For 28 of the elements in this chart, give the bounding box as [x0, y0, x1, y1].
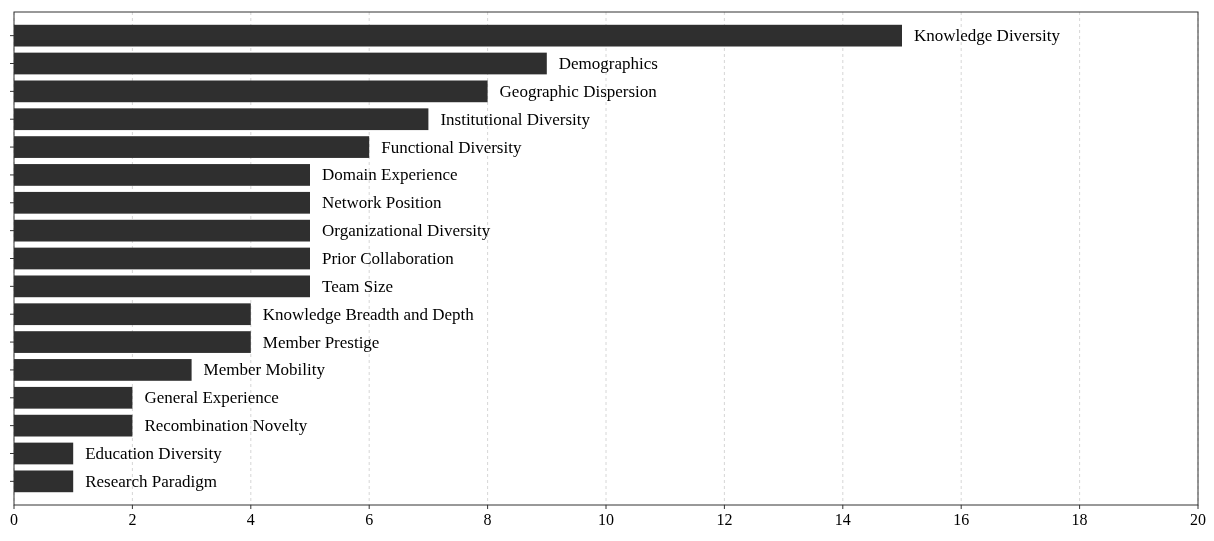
y-tick-label: Domain Experience [322, 165, 458, 185]
x-tick-label: 0 [10, 511, 18, 528]
x-tick-label: 12 [716, 511, 733, 528]
x-tick-label: 16 [953, 511, 970, 528]
y-tick-label: Functional Diversity [381, 137, 522, 157]
x-tick-label: 20 [1190, 511, 1206, 528]
y-tick-label: Demographics [558, 54, 658, 74]
y-tick-label: Research Paradigm [85, 471, 217, 491]
y-tick-label: Knowledge Breadth and Depth [262, 304, 475, 324]
x-tick-label: 10 [598, 511, 614, 528]
y-tick-label: Team Size [322, 276, 394, 296]
y-tick-label: Member Prestige [262, 332, 380, 352]
y-tick-label: Geographic Dispersion [499, 81, 658, 101]
y-tick-label: Knowledge Diversity [914, 26, 1061, 46]
x-tick-label: 18 [1071, 511, 1088, 528]
x-tick-label: 4 [246, 511, 255, 528]
x-tick-label: 6 [365, 511, 374, 528]
y-tick-label: Institutional Diversity [440, 109, 591, 129]
y-tick-label: Recombination Novelty [144, 416, 308, 436]
y-tick-label: Network Position [322, 193, 442, 213]
y-tick-label: Member Mobility [203, 360, 326, 380]
y-tick-label: Prior Collaboration [322, 249, 455, 268]
x-tick-label: 2 [128, 511, 137, 528]
y-tick-label: Organizational Diversity [322, 221, 491, 241]
x-tick-label: 8 [483, 511, 492, 528]
y-tick-label: General Experience [144, 388, 279, 408]
y-tick-label: Education Diversity [85, 443, 223, 463]
x-tick-label: 14 [834, 511, 851, 528]
